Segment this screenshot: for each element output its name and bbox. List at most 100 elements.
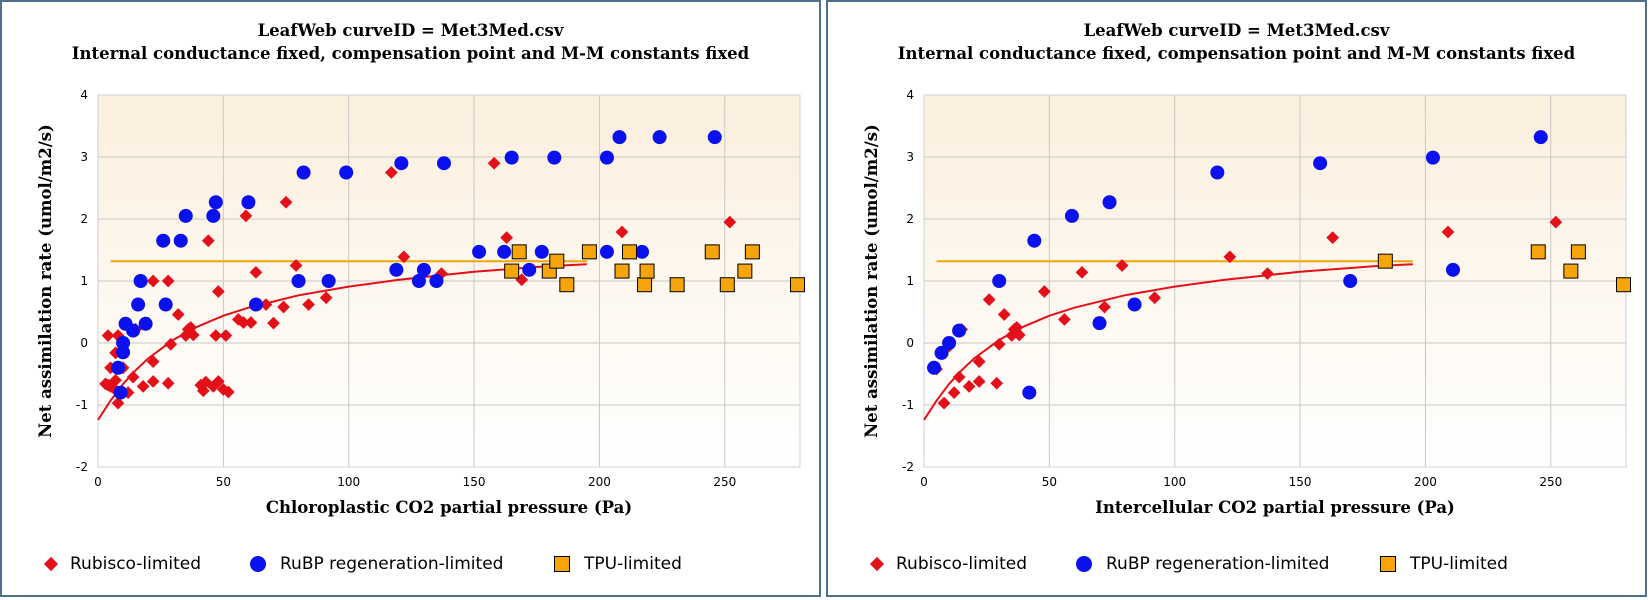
x-tick-label: 200 [1414,475,1437,489]
rubisco-point [962,380,976,393]
rubp-point [178,208,193,223]
legend-label: TPU-limited [584,554,682,574]
legend-item-rubp: RuBP regeneration-limited [250,552,503,576]
rubp-point [116,336,131,350]
y-tick-label: 3 [906,150,914,164]
rubp-point [248,297,263,312]
rubp-point [1425,150,1440,165]
rubp-point [131,297,146,312]
rubisco-point [161,376,175,390]
rubp-point [1533,130,1548,145]
y-tick-label: 0 [80,336,88,350]
tpu-point [581,244,597,260]
rubisco-point [249,265,263,279]
rubp-point [942,336,957,350]
rubisco-point [146,274,160,288]
rubp-point [1022,385,1037,400]
rubisco-point [109,373,122,387]
y-axis-label: Net assimilation rate (umol/m2/s) [36,124,55,438]
rubisco-point [1261,267,1274,280]
plot-area: 0 50 100 150 200 250 -2 -1 0 1 2 3 4 Chloroplastic CO… [36,88,805,517]
rubp-point [547,150,562,165]
x-tick-label: 100 [1163,475,1186,489]
tpu-point [719,277,735,293]
rubisco-point [101,329,115,342]
chart-panel-intercellular: LeafWeb curveID = Met3Med.csv Internal c… [826,0,1647,597]
rubp-point [635,244,650,259]
rubisco-point [500,231,514,244]
x-tick-label: 150 [1289,475,1312,489]
rubp-point [241,195,256,210]
chart-legend: Rubisco-limited RuBP regeneration-limite… [2,552,819,576]
rubisco-point [289,259,303,272]
rubp-point [1102,195,1117,210]
y-tick-label: 1 [906,274,914,288]
legend-label: RuBP regeneration-limited [280,554,504,574]
rubisco-point [1075,265,1089,279]
tpu-point [637,277,653,293]
rubp-point [206,208,221,223]
rubisco-point [982,293,996,306]
chart-legend: Rubisco-limited RuBP regeneration-limite… [828,552,1645,576]
rubp-point [138,316,153,331]
rubp-point [522,262,537,277]
x-tick-label: 200 [588,475,611,489]
rubisco-point [259,298,273,311]
rubp-point [1210,165,1225,180]
rubp-point [291,274,306,288]
tpu-point [559,277,575,293]
rubp-point [416,262,431,277]
tpu-point [737,263,753,279]
rubp-point [497,244,512,259]
rubp-point [1092,316,1107,331]
square-marker-icon [554,556,570,572]
rubisco-point [397,250,411,264]
diamond-marker-icon [43,556,59,572]
legend-label: Rubisco-limited [70,554,202,574]
rubisco-point [161,274,175,288]
legend-item-rubisco: Rubisco-limited [43,552,202,576]
model-fit-curve [97,263,587,421]
legend-item-tpu: TPU-limited [554,552,682,576]
x-tick-label: 150 [463,475,486,489]
rubp-point [934,345,949,360]
tpu-point [614,263,630,279]
rubisco-point [1441,225,1455,239]
rubp-point [1127,297,1142,312]
rubp-point [429,274,444,288]
rubisco-point [487,156,501,170]
tpu-point [622,244,638,260]
rubp-point [133,274,148,288]
y-tick-label: 2 [906,212,914,226]
rubisco-point [146,355,160,368]
chart-subtitle: Internal conductance fixed, compensation… [897,44,1576,63]
rubisco-point [186,328,200,342]
tpu-point [789,277,805,293]
rubp-point [436,156,451,171]
circle-marker-icon [1076,556,1092,572]
rubp-point [472,244,487,259]
rubisco-point [267,316,280,330]
rubisco-point [972,375,986,388]
rubp-point [534,244,549,259]
tpu-point [704,244,720,260]
rubp-point [113,385,128,400]
rubisco-point [992,337,1006,351]
rubp-point [158,297,173,312]
rubisco-point [244,316,258,329]
rubp-point [504,150,519,165]
rubp-point [1343,274,1358,288]
rubp-point [1027,233,1042,248]
chart-title: LeafWeb curveID = Met3Med.csv [1083,21,1390,40]
rubisco-point [146,375,160,388]
y-tick-label: -2 [76,460,88,474]
rubisco-point [239,209,253,223]
chart-panel-chloroplastic: LeafWeb curveID = Met3Med.csv Internal c… [0,0,821,597]
rubp-point [599,244,614,259]
x-tick-label: 100 [337,475,360,489]
circle-marker-icon [250,556,266,572]
y-tick-label: 0 [906,336,914,350]
tpu-point [1530,244,1546,260]
rubp-point [321,274,336,288]
y-tick-label: 3 [80,150,88,164]
